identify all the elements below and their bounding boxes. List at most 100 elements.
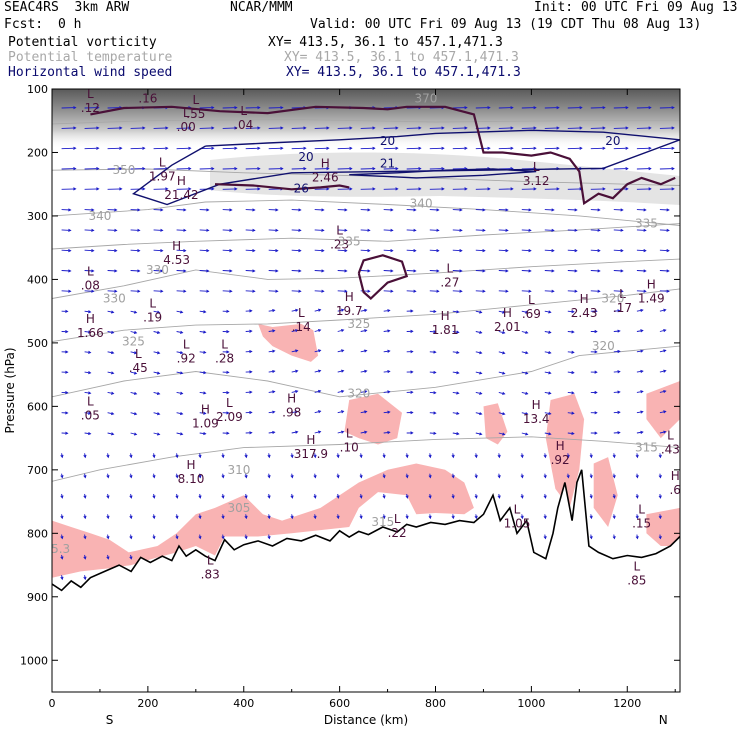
wind-vector-head: [372, 146, 376, 150]
wind-vector: [613, 391, 620, 393]
wind-vector-head: [206, 208, 210, 212]
wind-vector-head: [73, 167, 77, 171]
wind-vector: [498, 270, 508, 272]
wind-vector-head: [620, 208, 624, 212]
wind-vector-head: [267, 536, 271, 540]
wind-vector-head: [597, 249, 601, 253]
hl-value: .04: [234, 118, 253, 132]
wind-vector-head: [88, 411, 92, 415]
wind-vector-head: [257, 126, 261, 130]
wind-vector: [337, 290, 347, 292]
wind-vector-head: [65, 431, 69, 435]
theta-label: 310: [228, 463, 251, 477]
wind-label: 20: [605, 134, 620, 148]
wind-vector-head: [317, 349, 322, 353]
wind-vector-head: [344, 289, 348, 293]
wind-vector-head: [436, 289, 440, 293]
wind-vector-head: [272, 349, 276, 353]
wind-vector-head: [548, 391, 552, 395]
wind-vector: [475, 310, 482, 313]
wind-vector: [245, 270, 255, 272]
wind-vector-head: [433, 431, 437, 435]
wind-vector-head: [418, 126, 422, 130]
wind-vector-head: [142, 126, 146, 130]
hl-marker-L: L: [634, 560, 641, 574]
wind-vector-head: [349, 187, 353, 191]
wind-vector: [107, 290, 117, 292]
wind-vector-head: [648, 167, 652, 171]
wind-vector-head: [179, 371, 184, 375]
wind-vector-head: [533, 106, 537, 110]
wind-vector-head: [395, 187, 399, 191]
wind-vector: [337, 229, 347, 231]
wind-vector: [498, 249, 508, 252]
wind-vector-head: [367, 269, 371, 273]
wind-vector: [268, 147, 283, 150]
hl-value: 19.7: [336, 304, 363, 318]
wind-vector-head: [643, 208, 647, 212]
wind-vector-head: [528, 249, 532, 253]
wind-vector-head: [505, 249, 509, 253]
wind-vector: [245, 229, 255, 231]
wind-vector: [153, 412, 160, 415]
wind-vector: [360, 329, 367, 332]
wind-vector-head: [666, 208, 670, 212]
wind-vector-head: [313, 495, 317, 499]
hl-value: 1.66: [77, 326, 104, 340]
hl-value: 1.81: [432, 323, 459, 337]
wind-label: 20: [298, 150, 313, 164]
wind-vector: [153, 290, 163, 292]
wind-vector-head: [106, 536, 110, 540]
wind-vector-head: [152, 515, 156, 520]
wind-vector: [84, 290, 94, 292]
wind-vector-head: [91, 269, 95, 273]
wind-vector-head: [482, 228, 486, 232]
hl-value: 2.43: [571, 306, 598, 320]
y-tick-label: 800: [27, 527, 48, 540]
wind-vector: [544, 270, 554, 272]
wind-vector-head: [336, 454, 340, 459]
wind-vector: [429, 270, 439, 272]
wind-vector-head: [83, 515, 87, 520]
hl-marker-H: H: [177, 174, 186, 188]
wind-vector-head: [594, 370, 598, 374]
wind-vector: [383, 147, 398, 150]
wind-vector-head: [211, 126, 215, 130]
wind-vector-head: [551, 228, 555, 232]
wind-vector: [590, 249, 600, 252]
wind-vector-head: [502, 351, 506, 355]
wind-vector-head: [359, 495, 363, 499]
hl-marker-H: H: [556, 439, 565, 453]
wind-vector-head: [405, 515, 409, 520]
wind-vector-head: [317, 389, 322, 393]
wind-vector-head: [280, 146, 284, 150]
wind-vector-head: [290, 515, 294, 520]
wind-vector-head: [60, 475, 64, 479]
below-ground-mask: [52, 469, 680, 692]
wind-vector-head: [349, 146, 353, 150]
wind-vector: [636, 411, 643, 414]
wind-vector-head: [60, 515, 64, 520]
wind-vector-head: [433, 391, 437, 395]
wind-vector: [360, 229, 370, 231]
wind-vector-head: [68, 208, 72, 212]
wind-vector: [268, 330, 275, 332]
wind-vector-head: [206, 228, 210, 232]
wind-vector-head: [65, 350, 69, 354]
wind-vector: [199, 270, 209, 272]
wind-vector: [567, 229, 577, 231]
wind-vector: [291, 410, 298, 414]
wind-vector: [636, 229, 646, 231]
hl-value: .12: [81, 101, 100, 115]
wind-vector-head: [456, 330, 460, 334]
wind-vector-head: [244, 515, 248, 520]
wind-vector: [613, 147, 628, 150]
wind-vector-head: [198, 495, 202, 499]
wind-vector-head: [295, 308, 299, 312]
wind-vector-head: [635, 536, 639, 540]
y-tick-label: 1000: [20, 654, 48, 667]
wind-vector-head: [88, 350, 92, 354]
wind-vector: [199, 229, 209, 231]
wind-vector: [222, 147, 237, 150]
wind-vector-head: [272, 390, 276, 394]
